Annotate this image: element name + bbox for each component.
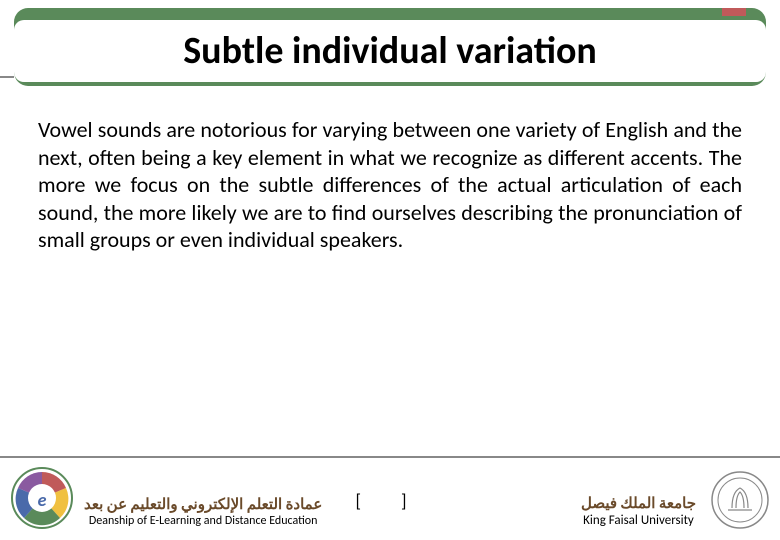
deanship-text: عمادة التعلم الإلكتروني والتعليم عن بعد … <box>84 495 322 528</box>
university-logo-icon <box>710 470 770 530</box>
university-english: King Faisal University <box>581 513 696 528</box>
university-text: جامعة الملك فيصل King Faisal University <box>581 494 696 528</box>
university-arabic: جامعة الملك فيصل <box>581 494 696 513</box>
svg-text:e: e <box>38 489 47 511</box>
slide-title: Subtle individual variation <box>183 28 597 74</box>
title-inner: Subtle individual variation <box>14 20 766 82</box>
title-accent <box>722 8 746 16</box>
footer: e عمادة التعلم الإلكتروني والتعليم عن بع… <box>0 456 780 540</box>
page-brackets: [ ] <box>355 490 424 512</box>
title-bar: Subtle individual variation <box>14 8 766 86</box>
deanship-logo-icon: e <box>10 466 74 530</box>
deanship-english: Deanship of E-Learning and Distance Educ… <box>84 514 322 528</box>
body-paragraph: Vowel sounds are notorious for varying b… <box>38 116 742 254</box>
footer-divider <box>0 456 780 458</box>
deanship-arabic: عمادة التعلم الإلكتروني والتعليم عن بعد <box>84 495 322 514</box>
side-line <box>0 76 14 78</box>
